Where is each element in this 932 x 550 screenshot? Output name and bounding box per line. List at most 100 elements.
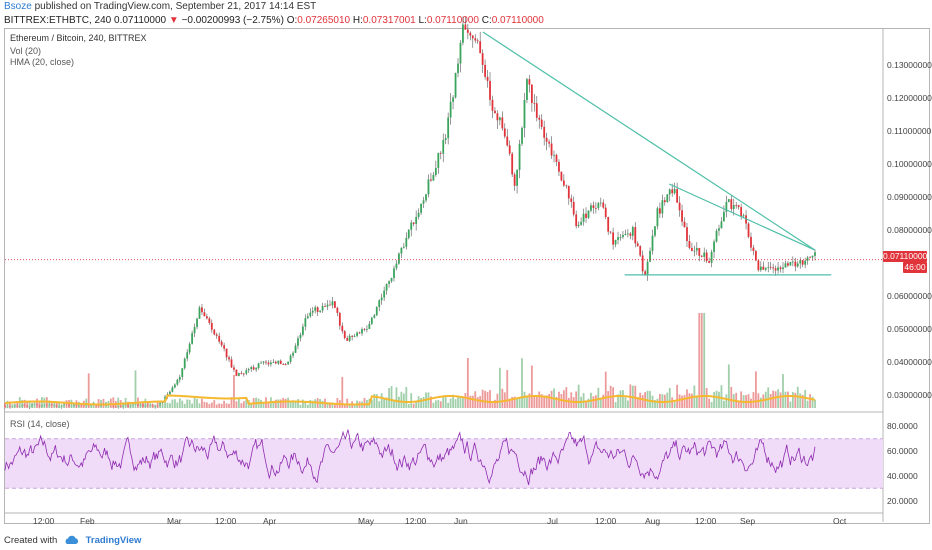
volume-bar <box>772 390 775 408</box>
volume-bar <box>242 401 245 408</box>
candle-up <box>196 318 198 327</box>
author-link[interactable]: Bsoze <box>4 1 32 12</box>
candle-up <box>742 215 745 217</box>
hma-legend[interactable]: HMA (20, close) <box>10 57 75 67</box>
candle-down <box>604 207 607 218</box>
candle-down <box>612 232 615 245</box>
volume-bar <box>400 391 403 408</box>
candle-down <box>639 246 642 256</box>
volume-bar <box>437 399 440 408</box>
candle-down <box>769 266 772 268</box>
candle-up <box>668 189 671 195</box>
volume-bar <box>58 401 61 408</box>
candle-down <box>282 363 285 365</box>
candle-up <box>237 373 240 376</box>
volume-bar <box>109 398 112 408</box>
candle-up <box>725 201 728 212</box>
publish-info: Bsoze published on TradingView.com, Sept… <box>0 0 932 14</box>
candle-down <box>228 357 230 360</box>
volume-bar <box>750 398 752 408</box>
volume-bar <box>176 402 179 408</box>
candle-down <box>641 255 644 272</box>
candle-up <box>319 310 322 312</box>
candle-up <box>260 362 262 364</box>
volume-bar <box>791 391 794 408</box>
candle-up <box>444 138 447 140</box>
candle-down <box>585 213 587 218</box>
volume-bar <box>540 394 543 408</box>
tradingview-logo-text[interactable]: TradingView <box>85 535 142 546</box>
candle-up <box>599 202 602 204</box>
volume-bar <box>516 399 518 408</box>
candle-down <box>752 247 755 252</box>
volume-bar <box>388 388 390 408</box>
candle-up <box>169 391 171 395</box>
candle-up <box>250 367 253 370</box>
price-tick-label: 0.05000000 <box>887 324 932 335</box>
candle-down <box>208 318 211 323</box>
volume-bar <box>737 401 740 408</box>
candle-down <box>787 263 789 266</box>
candle-up <box>420 203 422 213</box>
volume-bar <box>159 403 162 408</box>
volume-bar <box>410 393 413 408</box>
candle-down <box>629 233 632 236</box>
candle-up <box>277 360 280 364</box>
quote-bar: BITTREX:ETHBTC, 240 0.07110000 ▼ −0.0020… <box>0 14 932 28</box>
volume-bar <box>267 401 270 408</box>
time-tick-label: May <box>358 516 375 526</box>
price-tick-label: 0.03000000 <box>887 390 932 401</box>
candle-down <box>225 348 228 358</box>
candle-up <box>390 277 393 282</box>
volume-bar <box>240 403 243 408</box>
volume-bar <box>698 313 701 408</box>
candle-up <box>385 283 388 291</box>
volume-bar <box>149 403 152 408</box>
chart-canvas[interactable] <box>0 0 932 530</box>
candle-down <box>575 214 578 227</box>
candle-down <box>494 110 496 114</box>
candle-up <box>459 42 462 64</box>
candle-down <box>560 171 563 181</box>
candle-up <box>417 212 420 217</box>
candle-up <box>410 222 413 230</box>
volume-bar <box>151 403 154 408</box>
candle-up <box>666 194 669 203</box>
candle-up <box>311 310 314 313</box>
volume-bar <box>681 395 683 408</box>
candle-up <box>715 230 718 242</box>
volume-bar <box>649 391 651 408</box>
volume-bar <box>186 399 189 408</box>
volume-bar <box>639 392 642 408</box>
time-tick-label: 12:00 <box>695 516 717 526</box>
candle-up <box>353 335 356 337</box>
volume-bar <box>427 392 430 408</box>
volume-bar <box>90 404 93 408</box>
candle-down <box>511 153 514 175</box>
candle-up <box>380 297 383 301</box>
candle-up <box>624 233 627 235</box>
candle-up <box>188 343 191 353</box>
volume-bar <box>459 396 462 408</box>
volume-bar <box>806 400 809 408</box>
volume-bar <box>348 404 351 408</box>
candle-up <box>799 260 802 264</box>
candle-up <box>516 169 518 186</box>
candle-up <box>191 333 194 344</box>
candle-up <box>597 203 600 209</box>
volume-bar <box>95 403 97 408</box>
volume-legend[interactable]: Vol (20) <box>10 46 42 56</box>
volume-bar <box>334 404 336 408</box>
volume-bar <box>287 397 290 408</box>
chart-title-legend[interactable]: Ethereum / Bitcoin, 240, BITTREX <box>10 33 147 43</box>
volume-bar <box>191 403 194 408</box>
volume-bar <box>299 404 302 408</box>
candle-up <box>631 227 634 236</box>
candle-up <box>661 200 664 214</box>
volume-bar <box>412 403 415 408</box>
volume-bar <box>599 398 602 408</box>
candle-up <box>326 304 329 307</box>
candle-up <box>811 255 814 258</box>
candle-up <box>577 224 580 227</box>
rsi-legend[interactable]: RSI (14, close) <box>10 419 70 429</box>
